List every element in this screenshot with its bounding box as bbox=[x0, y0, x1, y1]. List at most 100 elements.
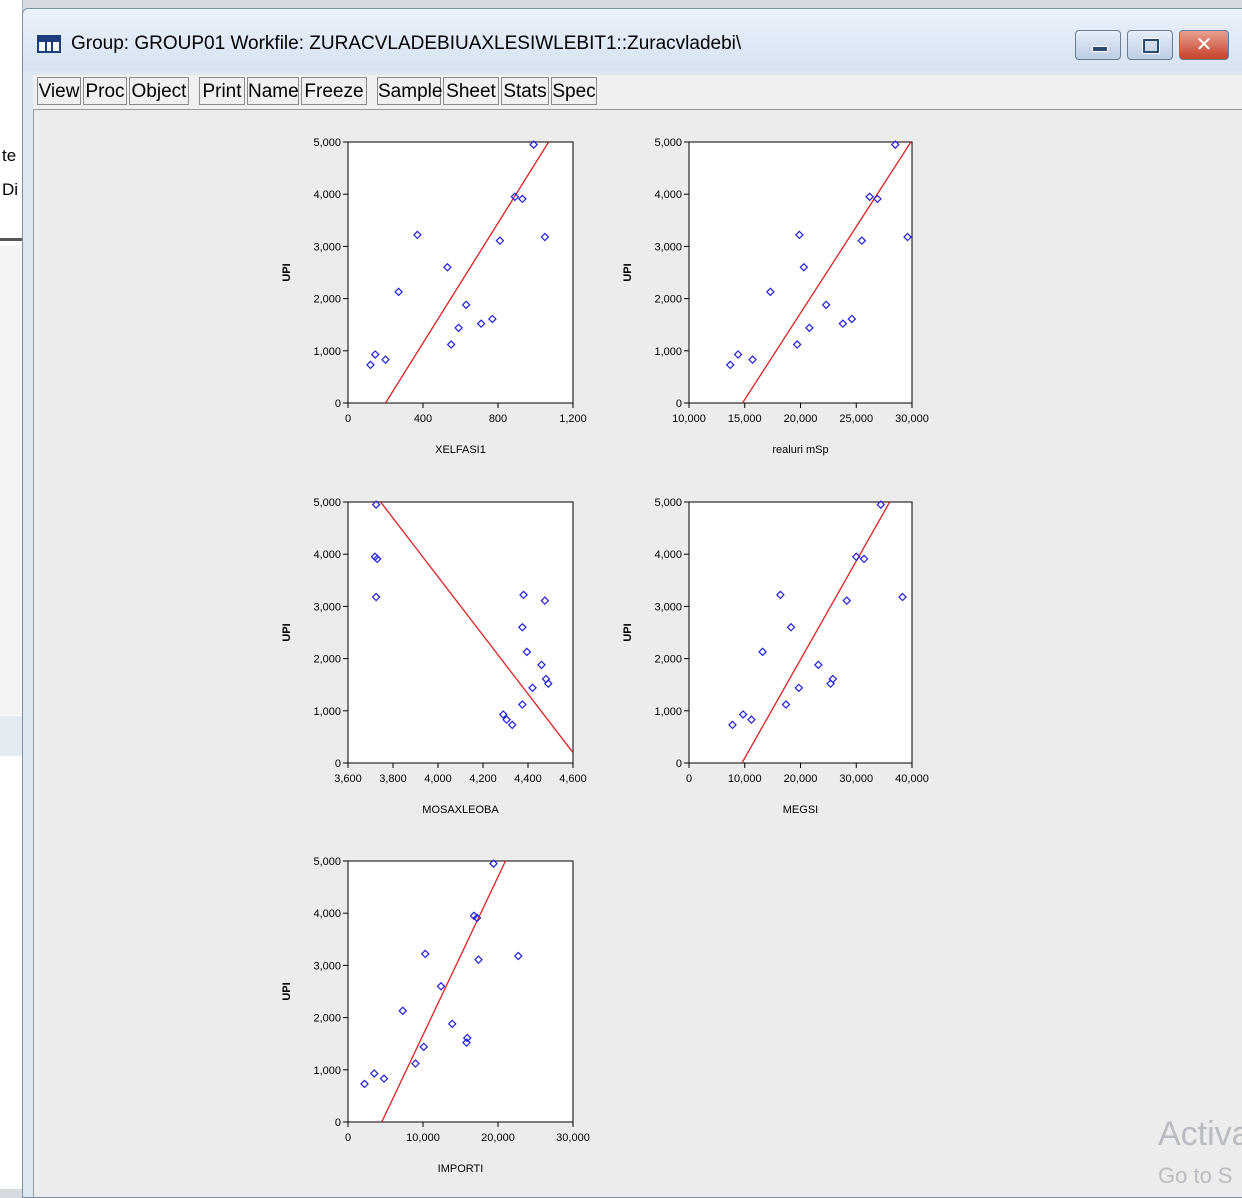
y-axis-label: UPI bbox=[622, 263, 634, 281]
close-icon: ✕ bbox=[1195, 32, 1213, 56]
activation-watermark-subtext: Go to S bbox=[1158, 1163, 1233, 1188]
data-point bbox=[412, 230, 422, 240]
data-point bbox=[748, 355, 757, 365]
x-tick-label: 0 bbox=[345, 1132, 351, 1144]
freeze-button[interactable]: Freeze bbox=[301, 77, 367, 105]
x-tick-label: 30,000 bbox=[895, 413, 929, 425]
y-tick-label: 3,000 bbox=[313, 601, 341, 613]
toolbar: View Proc Object Print Name Freeze Sampl… bbox=[33, 75, 1242, 110]
data-point bbox=[446, 340, 456, 349]
y-tick-label: 4,000 bbox=[313, 189, 341, 201]
x-tick-label: 4,600 bbox=[559, 773, 587, 785]
name-button[interactable]: Name bbox=[247, 77, 299, 105]
x-tick-label: 0 bbox=[345, 413, 351, 425]
data-point bbox=[474, 955, 483, 965]
data-point bbox=[540, 232, 550, 242]
y-tick-label: 2,000 bbox=[654, 294, 682, 306]
data-point bbox=[519, 590, 528, 600]
background-panel bbox=[0, 716, 22, 756]
print-button[interactable]: Print bbox=[199, 77, 245, 105]
y-tick-label: 5,000 bbox=[654, 137, 682, 149]
x-tick-label: 30,000 bbox=[556, 1132, 590, 1144]
data-point bbox=[476, 319, 486, 329]
y-tick-label: 3,000 bbox=[654, 241, 682, 253]
object-button[interactable]: Object bbox=[129, 77, 189, 105]
x-tick-label: 10,000 bbox=[728, 773, 762, 785]
x-tick-label: 0 bbox=[686, 773, 692, 785]
background-text-fragment: te bbox=[2, 146, 17, 165]
data-point bbox=[469, 911, 479, 921]
sheet-button[interactable]: Sheet bbox=[443, 77, 499, 105]
data-point bbox=[371, 500, 381, 509]
y-tick-label: 3,000 bbox=[313, 241, 341, 253]
y-tick-label: 0 bbox=[676, 398, 682, 410]
data-point bbox=[805, 323, 814, 333]
scatter-plot-4: 0 1,000 2,000 3,000 4,000 5,000 0 10,000 20,000 3… bbox=[622, 497, 929, 816]
background-text-fragment: Di bbox=[2, 180, 19, 199]
data-point bbox=[776, 590, 785, 600]
maximize-icon bbox=[1142, 38, 1160, 54]
data-point bbox=[540, 596, 550, 606]
data-point bbox=[394, 287, 404, 297]
regression-line bbox=[384, 142, 550, 403]
data-point bbox=[454, 323, 464, 333]
spec-button[interactable]: Spec bbox=[551, 77, 597, 105]
title-bar[interactable]: Group: GROUP01 Workfile: ZURACVLADEBIUAX… bbox=[23, 9, 1242, 71]
maximize-button[interactable] bbox=[1127, 30, 1173, 60]
x-tick-label: 4,000 bbox=[424, 773, 452, 785]
data-point bbox=[747, 715, 756, 725]
data-point bbox=[369, 1069, 379, 1078]
data-point bbox=[738, 710, 748, 719]
data-point bbox=[859, 554, 869, 564]
data-point bbox=[420, 949, 430, 959]
stats-button[interactable]: Stats bbox=[501, 77, 549, 105]
x-tick-label: 3,800 bbox=[379, 773, 407, 785]
data-point bbox=[472, 913, 482, 923]
plot-frame bbox=[347, 141, 574, 404]
data-point bbox=[379, 1074, 389, 1084]
data-point bbox=[517, 700, 527, 709]
data-point bbox=[447, 1019, 457, 1029]
activation-watermark: Activa bbox=[1158, 1115, 1242, 1153]
x-tick-label: 4,400 bbox=[514, 773, 542, 785]
regression-line bbox=[741, 142, 912, 403]
y-tick-label: 3,000 bbox=[313, 960, 341, 972]
data-point bbox=[813, 660, 823, 670]
y-tick-label: 5,000 bbox=[313, 856, 341, 868]
y-axis-label: UPI bbox=[281, 263, 293, 281]
x-tick-label: 1,200 bbox=[559, 413, 587, 425]
sample-button[interactable]: Sample bbox=[377, 77, 442, 105]
group-window-icon bbox=[37, 35, 61, 53]
data-point bbox=[857, 236, 867, 246]
data-point bbox=[758, 647, 767, 657]
x-tick-label: 20,000 bbox=[784, 413, 818, 425]
y-tick-label: 5,000 bbox=[654, 497, 682, 509]
data-point bbox=[766, 287, 775, 297]
data-point bbox=[786, 622, 796, 632]
minimize-icon bbox=[1092, 46, 1108, 52]
data-point bbox=[366, 360, 375, 370]
x-tick-label: 800 bbox=[489, 413, 507, 425]
graph-area: 0 1,000 2,000 3,000 4,000 5,000 0 400 800 1,200 XE… bbox=[33, 110, 1242, 1197]
x-tick-label: 15,000 bbox=[728, 413, 762, 425]
data-point bbox=[489, 859, 498, 868]
data-point bbox=[510, 192, 520, 202]
proc-button[interactable]: Proc bbox=[83, 77, 127, 105]
plot-frame bbox=[347, 860, 574, 1123]
x-axis-label: XELFASI1 bbox=[435, 444, 486, 456]
window-title: Group: GROUP01 Workfile: ZURACVLADEBIUAX… bbox=[71, 33, 742, 54]
group-window: Group: GROUP01 Workfile: ZURACVLADEBIUAX… bbox=[22, 8, 1242, 1198]
x-tick-label: 20,000 bbox=[784, 773, 818, 785]
view-button[interactable]: View bbox=[37, 77, 81, 105]
y-tick-label: 2,000 bbox=[313, 294, 341, 306]
data-point bbox=[794, 683, 804, 693]
data-point bbox=[838, 319, 848, 329]
close-button[interactable]: ✕ bbox=[1179, 30, 1229, 60]
data-point bbox=[436, 981, 446, 991]
data-point bbox=[522, 647, 532, 657]
data-point bbox=[728, 720, 737, 730]
data-point bbox=[543, 679, 553, 689]
data-point bbox=[498, 710, 508, 719]
data-point bbox=[828, 674, 838, 684]
minimize-button[interactable] bbox=[1075, 30, 1121, 60]
